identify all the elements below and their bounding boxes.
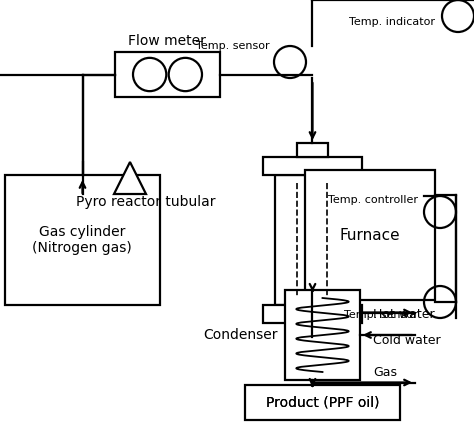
- Bar: [297, 323, 328, 337]
- Text: Product (PPF oil): Product (PPF oil): [266, 395, 379, 409]
- Text: Flow meter: Flow meter: [128, 34, 206, 48]
- Text: Temp. sensor: Temp. sensor: [196, 41, 270, 51]
- Text: Gas: Gas: [373, 365, 397, 379]
- Bar: [5, 175, 160, 305]
- Bar: [245, 385, 400, 420]
- Bar: [297, 143, 328, 157]
- Text: Temp. controller: Temp. controller: [328, 195, 418, 205]
- Bar: [263, 305, 362, 323]
- Text: Cold water: Cold water: [373, 333, 441, 346]
- Text: Hot water: Hot water: [373, 308, 435, 322]
- Bar: [275, 175, 350, 305]
- Text: Condenser: Condenser: [203, 328, 278, 342]
- Text: Furnace: Furnace: [340, 227, 401, 243]
- Bar: [263, 157, 362, 175]
- Text: Temp. indicator: Temp. indicator: [349, 17, 435, 27]
- Bar: [305, 170, 435, 300]
- Text: Temp. sensor: Temp. sensor: [345, 310, 418, 320]
- Text: Product (PPF oil): Product (PPF oil): [266, 395, 379, 409]
- Bar: [285, 290, 360, 380]
- Text: Pyro reactor tubular: Pyro reactor tubular: [75, 195, 215, 209]
- Polygon shape: [114, 162, 146, 194]
- Bar: [115, 52, 220, 97]
- Text: Gas cylinder
(Nitrogen gas): Gas cylinder (Nitrogen gas): [32, 225, 132, 255]
